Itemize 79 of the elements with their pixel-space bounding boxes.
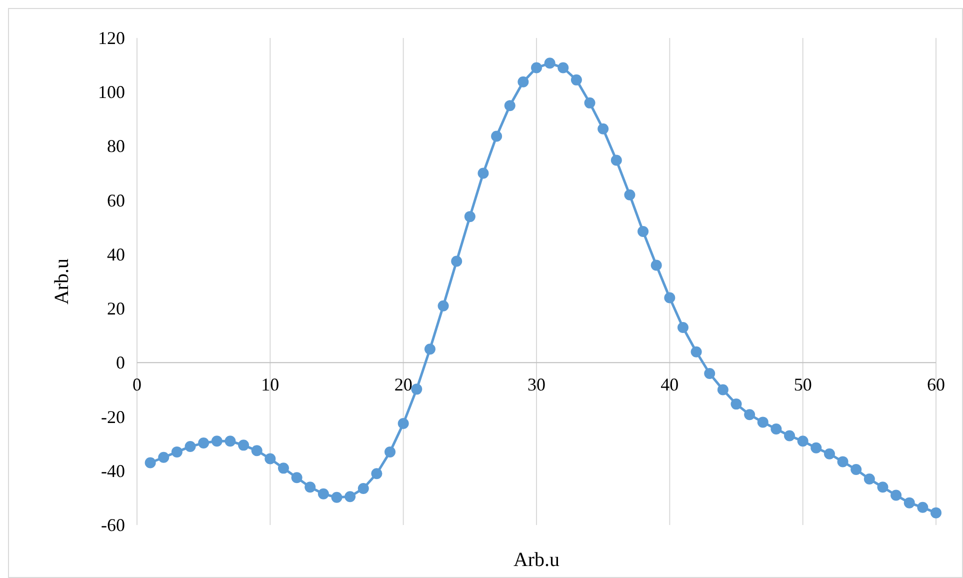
- point: [677, 322, 688, 333]
- point: [304, 482, 316, 493]
- point: [717, 384, 728, 396]
- point: [438, 300, 449, 312]
- y-tick-label: 20: [107, 298, 125, 319]
- y-tick-label: 100: [98, 82, 125, 102]
- point: [558, 62, 569, 74]
- point: [291, 472, 302, 484]
- point: [318, 488, 329, 500]
- y-tick-label: 0: [116, 352, 125, 373]
- y-tick-label: 60: [107, 190, 125, 210]
- point: [664, 292, 676, 304]
- point: [797, 436, 808, 447]
- point: [331, 492, 342, 503]
- point: [850, 464, 862, 476]
- y-axis-title: Arb.u: [51, 258, 73, 305]
- point: [518, 76, 529, 88]
- point: [638, 226, 649, 237]
- point: [930, 507, 942, 518]
- point: [544, 58, 556, 69]
- y-tick-label: 120: [98, 28, 125, 48]
- point: [904, 497, 915, 508]
- point: [384, 446, 396, 458]
- y-tick-label: -20: [101, 406, 125, 427]
- y-tick-label: 40: [107, 244, 125, 264]
- y-tick-label: -60: [101, 515, 125, 535]
- point: [837, 456, 848, 468]
- point: [504, 100, 516, 112]
- point: [531, 62, 542, 74]
- point: [650, 260, 662, 271]
- point: [398, 418, 409, 430]
- x-axis-title: Arb.u: [513, 549, 560, 571]
- point: [730, 398, 742, 410]
- point: [211, 436, 222, 447]
- point: [824, 448, 835, 460]
- point: [757, 416, 768, 428]
- point: [610, 154, 622, 166]
- point: [810, 442, 822, 454]
- point: [371, 468, 382, 480]
- point: [478, 168, 489, 179]
- point: [278, 462, 289, 474]
- x-tick-label: 50: [794, 374, 812, 395]
- x-tick-label: 30: [528, 374, 546, 395]
- point: [344, 491, 356, 502]
- point: [264, 453, 276, 464]
- point: [424, 344, 436, 355]
- point: [198, 438, 210, 449]
- x-tick-label: 0: [132, 374, 142, 395]
- point: [224, 436, 236, 447]
- point: [770, 423, 782, 434]
- x-tick-label: 10: [261, 374, 280, 395]
- point: [411, 384, 422, 395]
- point: [251, 445, 262, 456]
- point: [184, 441, 196, 452]
- point: [744, 409, 756, 420]
- point: [491, 130, 502, 142]
- point: [877, 482, 888, 493]
- point: [171, 446, 182, 458]
- x-tick-label: 40: [660, 374, 679, 395]
- point: [158, 452, 170, 463]
- point: [864, 474, 875, 485]
- point: [358, 482, 369, 494]
- point: [784, 430, 796, 442]
- point: [690, 346, 702, 358]
- point: [704, 368, 716, 379]
- point: [451, 256, 462, 267]
- point: [917, 502, 928, 513]
- point: [624, 189, 636, 200]
- y-tick-label: 80: [107, 136, 125, 156]
- x-tick-label: 20: [394, 374, 412, 395]
- y-tick-label: -40: [101, 460, 125, 481]
- point: [464, 211, 476, 222]
- point: [238, 440, 250, 451]
- point: [570, 74, 582, 86]
- point: [598, 123, 609, 134]
- point: [144, 457, 156, 468]
- x-tick-label: 60: [927, 374, 945, 395]
- point: [890, 490, 902, 501]
- point: [584, 97, 596, 108]
